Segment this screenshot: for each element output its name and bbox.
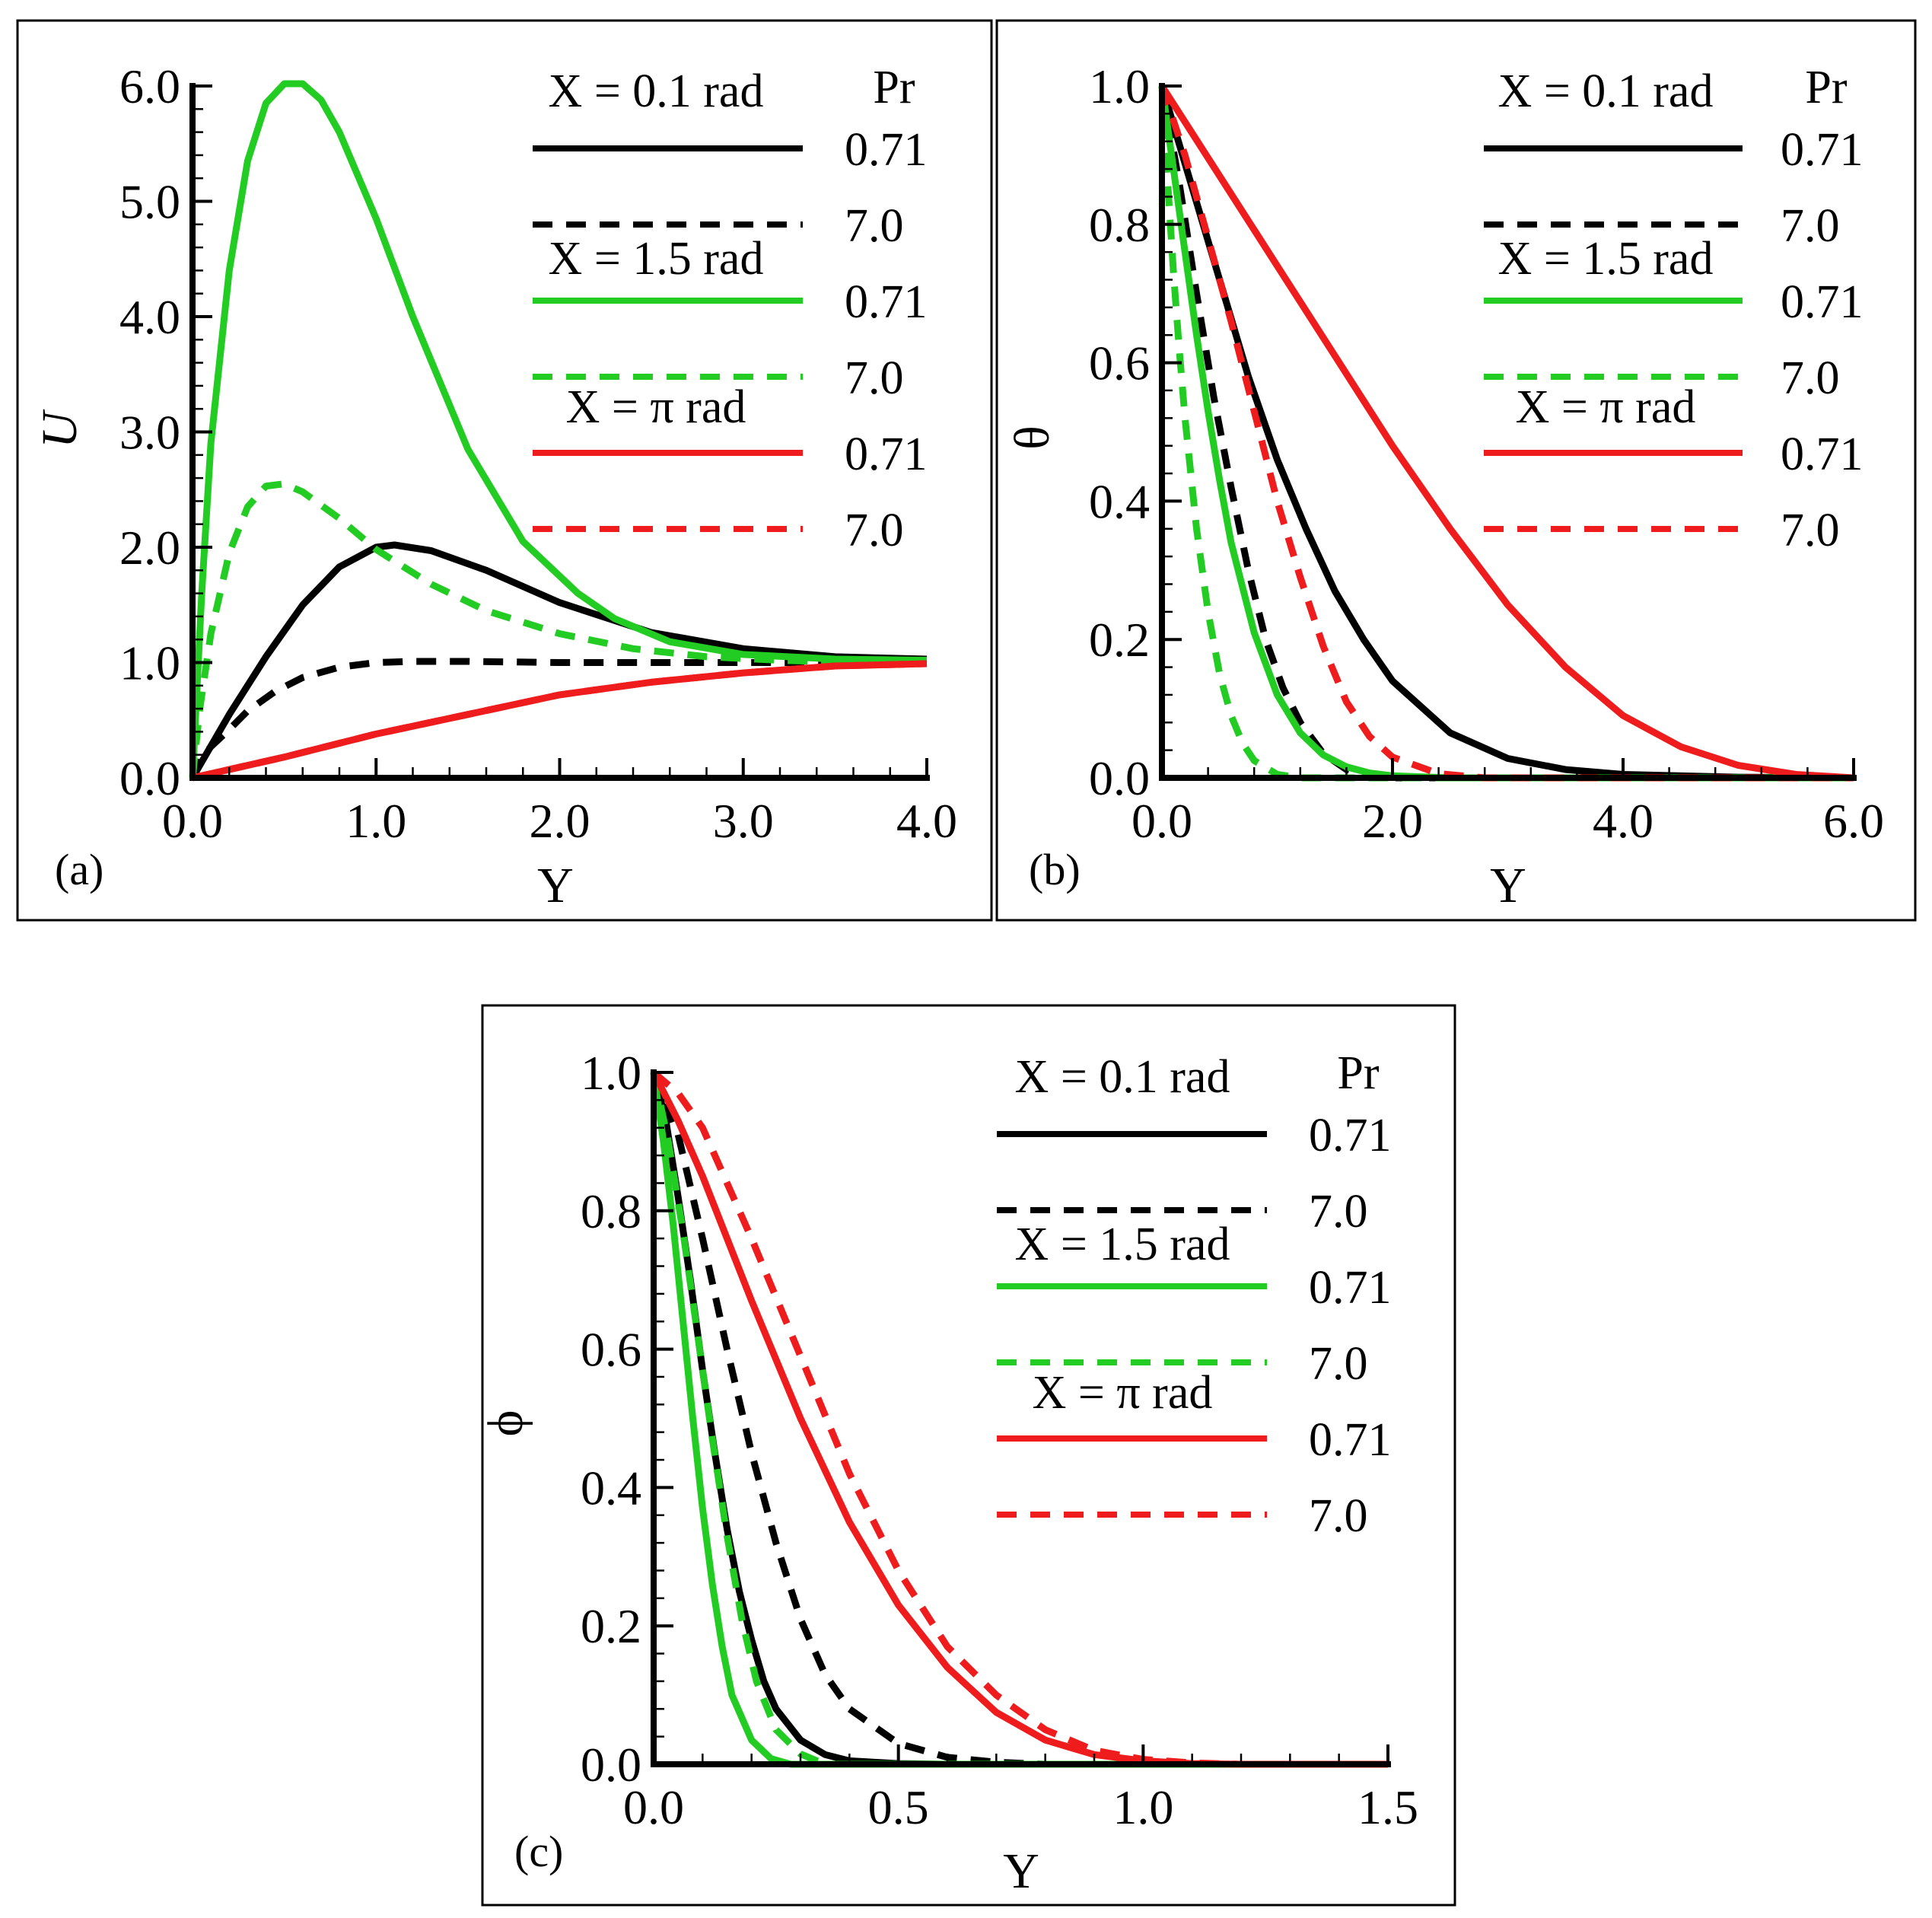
panel-c-y-tick-label: 0.2 <box>581 1599 641 1653</box>
panel-c-series-5-curve <box>651 1069 1388 1768</box>
panel-b-x-tick-label: 4.0 <box>1593 794 1653 848</box>
panel-b-series-4-curve <box>1159 84 1854 782</box>
panel-c-legend-label: 0.71 <box>1309 1414 1392 1466</box>
panel-a-legend-label: 0.71 <box>845 124 928 176</box>
panel-a-y-tick-label: 6.0 <box>119 59 180 113</box>
panel-b-y-tick-label: 0.0 <box>1089 751 1150 805</box>
panel-b-frame <box>995 19 1917 922</box>
panel-a-legend-label: 7.0 <box>845 200 904 252</box>
panel-b-legend-label: 0.71 <box>1781 276 1864 328</box>
panel-c-series-3-curve <box>650 1072 1388 1768</box>
panel-b-series-1-curve <box>1158 85 1854 782</box>
panel-b-y-tick-label: 0.4 <box>1089 474 1150 528</box>
panel-b-x-tick-label: 6.0 <box>1823 794 1884 848</box>
panel-b-legend-group-title: X = 0.1 rad <box>1498 65 1714 117</box>
panel-a-legend-label: 0.71 <box>845 429 928 480</box>
panel-a-y-tick-label: 4.0 <box>119 290 180 344</box>
panel-b-y-tick-label: 1.0 <box>1089 59 1150 113</box>
panel-c-x-tick-label: 0.5 <box>868 1780 929 1834</box>
panel-b-legend-header: Pr <box>1805 62 1847 113</box>
panel-b-legend-label: 0.71 <box>1781 429 1864 480</box>
panel-a-y-tick-label: 0.0 <box>119 751 180 805</box>
panel-c-legend-group-title: X = 1.5 rad <box>1015 1219 1230 1270</box>
panel-b-legend-label: 7.0 <box>1781 200 1840 252</box>
panel-b-legend-label: 0.71 <box>1781 124 1864 176</box>
panel-c-y-tick-label: 0.6 <box>581 1323 641 1377</box>
panel-a-legend-group-title: X = 0.1 rad <box>549 65 764 117</box>
panel-a-x-tick-label: 2.0 <box>530 794 590 848</box>
panel-c-series-2-curve <box>650 1072 1388 1768</box>
panel-c-legend-label: 7.0 <box>1309 1186 1368 1238</box>
panel-a-legend-group-title: X = 1.5 rad <box>549 233 764 285</box>
panel-b-y-axis-label: θ <box>1004 425 1060 450</box>
panel-a-legend-label: 7.0 <box>845 352 904 404</box>
panel-c-series-0-curve <box>650 1071 1388 1768</box>
panel-b-y-tick-label: 0.6 <box>1089 336 1150 390</box>
panel-b-legend-group-title: X = π rad <box>1516 381 1696 433</box>
panel-c-y-axis-label: ϕ <box>478 1410 533 1437</box>
panel-a-legend-label: 0.71 <box>845 276 928 328</box>
panel-b: (b) 0.0 2.0 4.0 6.0 0.0 0.2 0.4 0.6 0.8 1.0 Yθ Pr X … <box>1004 59 1884 913</box>
panel-a-x-tick-label: 3.0 <box>713 794 774 848</box>
panel-c-series-1-curve <box>650 1071 1388 1768</box>
panel-c-legend-label: 0.71 <box>1309 1262 1392 1314</box>
panel-a-label: (a) <box>55 845 103 894</box>
panel-c-x-tick-label: 1.0 <box>1112 1780 1173 1834</box>
panel-b-y-tick-label: 0.2 <box>1089 613 1150 667</box>
panel-c-y-tick-label: 1.0 <box>581 1046 641 1100</box>
panel-a-x-tick-label: 0.0 <box>162 794 223 848</box>
panel-c-x-axis-label: Y <box>1003 1843 1039 1899</box>
panel-b-legend-label: 7.0 <box>1781 505 1840 556</box>
panel-a-x-axis-label: Y <box>537 858 574 913</box>
panel-b-x-tick-label: 0.0 <box>1132 794 1192 848</box>
panel-b-series-3-curve <box>1158 85 1854 782</box>
panel-a-y-tick-label: 2.0 <box>119 521 180 575</box>
panel-c-legend-label: 7.0 <box>1309 1490 1368 1542</box>
panel-c-y-tick-label: 0.4 <box>581 1461 641 1515</box>
panel-a-x-tick-label: 4.0 <box>896 794 957 848</box>
panel-b-series-0-curve <box>1158 84 1854 782</box>
panel-c-series-4-curve <box>650 1070 1388 1768</box>
panel-b-legend-group-title: X = 1.5 rad <box>1498 233 1714 285</box>
panel-c-frame <box>481 1004 1456 1907</box>
panel-a-frame <box>16 19 993 922</box>
panel-b-x-tick-label: 2.0 <box>1362 794 1423 848</box>
panel-a-x-tick-label: 1.0 <box>345 794 406 848</box>
panel-b-legend-label: 7.0 <box>1781 352 1840 404</box>
panel-c-label: (c) <box>514 1827 563 1876</box>
panel-a-series-0-curve <box>189 541 928 780</box>
panel-a-legend-label: 7.0 <box>845 505 904 556</box>
panel-a-series-1-curve <box>189 658 927 779</box>
panel-c-legend-group-title: X = π rad <box>1033 1367 1213 1419</box>
panel-a-series-3-curve <box>189 480 927 779</box>
panel-a-y-tick-label: 3.0 <box>119 406 180 460</box>
panel-a-series-2-curve <box>189 80 928 779</box>
panel-a-y-tick-label: 5.0 <box>119 175 180 229</box>
panel-c: (c) 0.0 0.5 1.0 1.5 0.0 0.2 0.4 0.6 0.8 1.0 Yϕ Pr X … <box>478 1046 1418 1899</box>
panel-a-legend-group-title: X = π rad <box>566 381 746 433</box>
panel-a-legend-header: Pr <box>873 62 915 113</box>
panel-c-legend-group-title: X = 0.1 rad <box>1015 1051 1230 1103</box>
panel-c-legend-label: 0.71 <box>1309 1110 1392 1161</box>
panel-c-legend-label: 7.0 <box>1309 1338 1368 1390</box>
panel-a: (a) 0.0 1.0 2.0 3.0 4.0 0.0 1.0 2.0 3.0 4.0 5.0 6.0… <box>32 59 957 913</box>
panel-b-x-axis-label: Y <box>1490 858 1526 913</box>
panel-c-y-tick-label: 0.0 <box>581 1738 641 1792</box>
panel-a-y-tick-label: 1.0 <box>119 636 180 690</box>
panel-a-y-axis-label: U <box>32 409 88 448</box>
panel-b-y-tick-label: 0.8 <box>1089 198 1150 252</box>
panel-c-x-tick-label: 0.0 <box>623 1780 684 1834</box>
panel-c-legend-header: Pr <box>1337 1047 1379 1099</box>
panel-a-series-5-curve <box>192 660 928 782</box>
panel-b-series-5-curve <box>1158 84 1854 782</box>
panel-c-y-tick-label: 0.8 <box>581 1184 641 1238</box>
panel-b-label: (b) <box>1029 845 1081 894</box>
panel-c-x-tick-label: 1.5 <box>1357 1780 1418 1834</box>
